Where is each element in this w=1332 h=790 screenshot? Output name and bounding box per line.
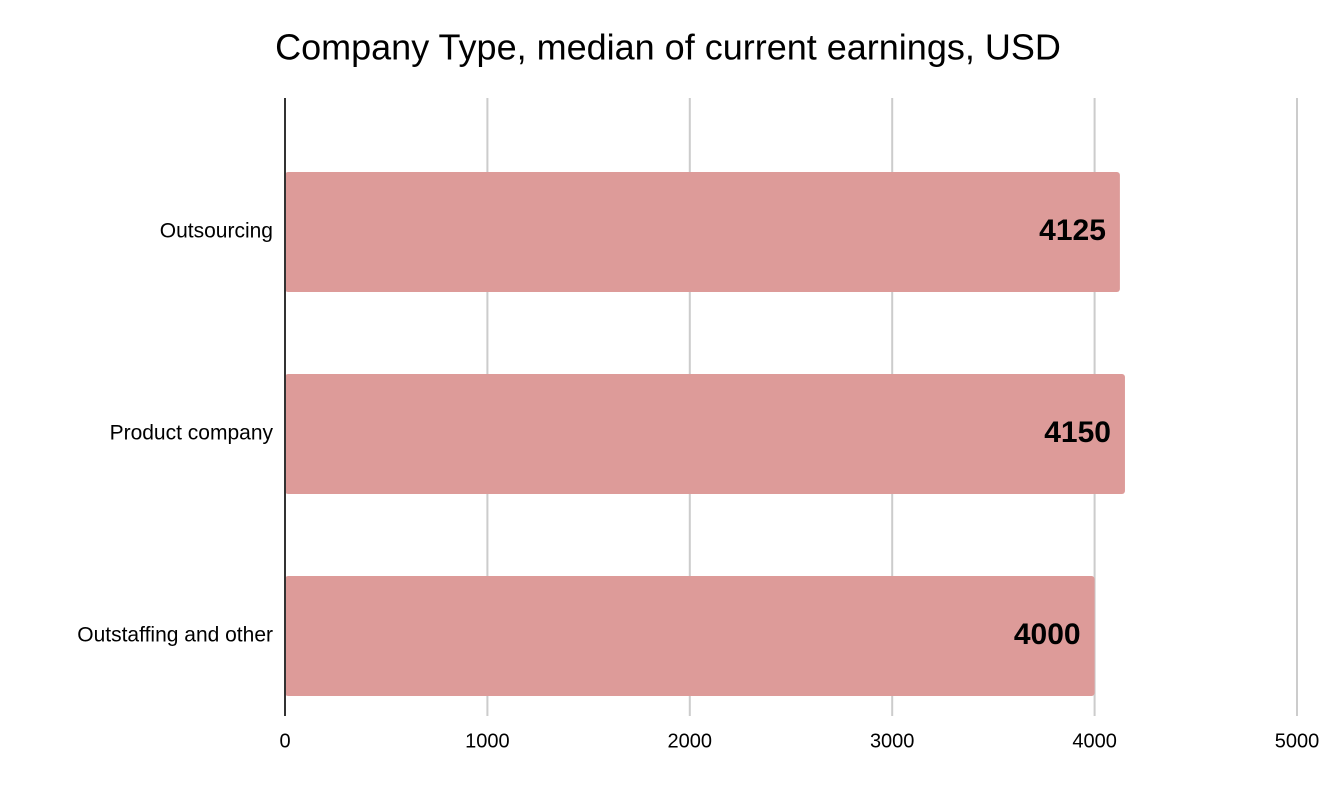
x-tick-label: 5000 [1275, 730, 1320, 752]
x-tick-label: 0 [279, 730, 290, 752]
y-tick-label: Product company [110, 422, 274, 445]
data-label: 4125 [1039, 214, 1106, 247]
data-label: 4150 [1044, 416, 1111, 449]
x-tick-label: 4000 [1072, 730, 1117, 752]
y-tick-label: Outstaffing and other [77, 624, 273, 647]
x-tick-label: 1000 [465, 730, 510, 752]
data-label: 4000 [1014, 618, 1081, 651]
bar [285, 576, 1095, 696]
chart-title: Company Type, median of current earnings… [275, 27, 1061, 68]
x-tick-label: 2000 [668, 730, 713, 752]
y-tick-label: Outsourcing [160, 220, 273, 243]
x-tick-label: 3000 [870, 730, 915, 752]
bar [285, 172, 1120, 292]
bar [285, 374, 1125, 494]
